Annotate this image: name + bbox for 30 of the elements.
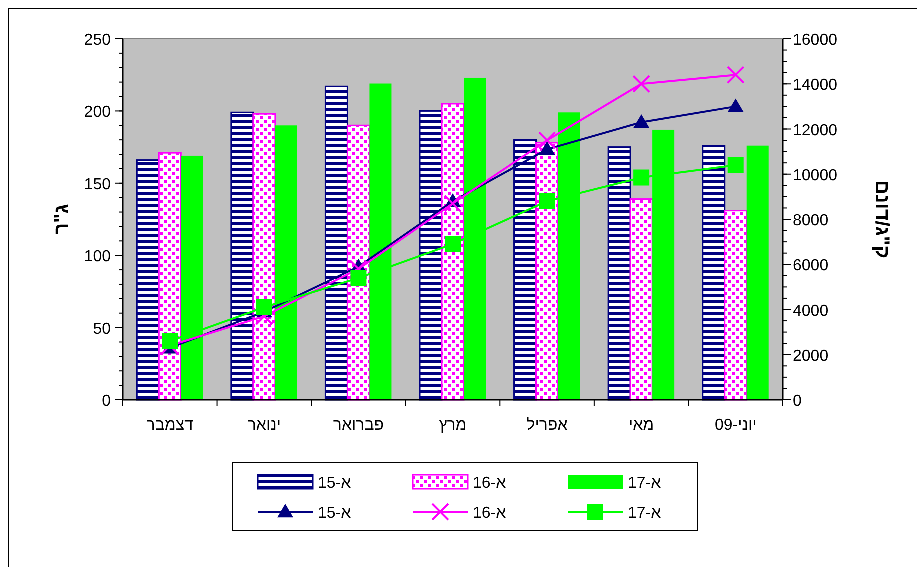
- x-tick-label: אפריל: [526, 416, 568, 434]
- x-tick-label: מרץ: [439, 417, 467, 434]
- y2-axis-title: ק"ג/דונם: [871, 180, 893, 259]
- y2-tick-label: 0: [793, 393, 802, 410]
- legend-label: א-16: [473, 475, 506, 492]
- y2-tick-label: 6000: [793, 258, 829, 275]
- y2-tick-label: 4000: [793, 302, 829, 320]
- x-tick-label: מאי: [628, 417, 654, 434]
- y2-tick-label: 16000: [793, 32, 838, 49]
- y2-tick-label: 8000: [793, 212, 829, 230]
- legend-label: א-16: [473, 505, 506, 522]
- y-tick-label: 100: [84, 248, 112, 266]
- x-tick-label: פברואר: [333, 417, 384, 434]
- y2-tick-label: 2000: [793, 348, 829, 365]
- x-tick-label: ינואר: [248, 417, 281, 434]
- legend-label: א-15: [318, 475, 352, 492]
- y2-tick-label: 14000: [793, 77, 838, 94]
- legend-label: א-15: [318, 505, 352, 522]
- x-tick-label: יוני-09: [714, 417, 757, 434]
- y-tick-label: 200: [84, 104, 112, 122]
- y-tick-label: 0: [102, 393, 112, 410]
- y-tick-label: 50: [93, 320, 112, 338]
- y-tick-label: 250: [84, 32, 112, 49]
- y2-tick-label: 10000: [793, 167, 838, 184]
- y-tick-label: 150: [84, 176, 112, 194]
- y-axis-title: ג"ר: [51, 204, 73, 235]
- y2-tick-label: 12000: [793, 122, 838, 140]
- x-tick-label: דצמבר: [146, 417, 194, 434]
- legend-label: א-17: [628, 505, 662, 522]
- legend-label: א-17: [628, 475, 662, 492]
